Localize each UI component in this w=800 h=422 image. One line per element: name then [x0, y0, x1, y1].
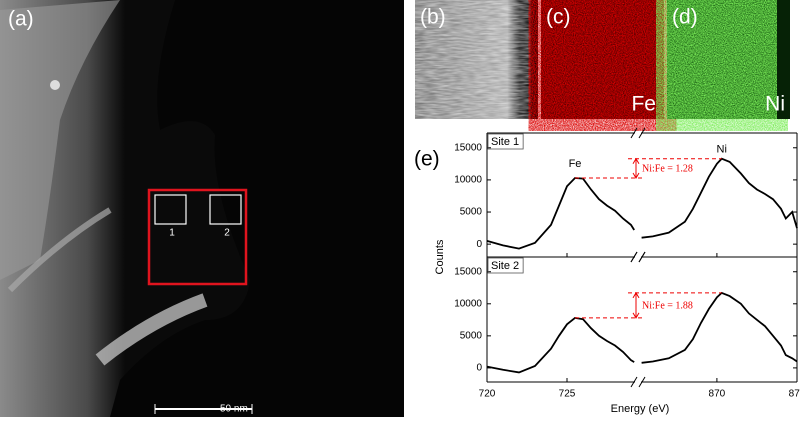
- panel-label: (d): [672, 6, 698, 29]
- y-tick-label: 0: [476, 239, 482, 250]
- site-label: Site 1: [491, 136, 519, 148]
- spectrum-line: [641, 157, 798, 239]
- x-tick-label: 725: [559, 389, 576, 400]
- y-tick-label: 10000: [454, 298, 482, 309]
- axis-break: [630, 376, 638, 388]
- y-tick-label: 15000: [454, 266, 482, 277]
- fe-noise: [541, 0, 664, 119]
- spectrum-line: [486, 177, 635, 250]
- panel-c: (c) Fe: [541, 0, 664, 119]
- axis-break: [630, 251, 638, 263]
- y-axis-label: Counts: [434, 239, 446, 274]
- arrow-head: [632, 291, 640, 319]
- site-label-box: [487, 257, 524, 274]
- ratio-annotation: Ni:Fe = 1.88: [642, 301, 693, 312]
- site-label: 1: [169, 228, 175, 239]
- axis-break: [630, 127, 638, 139]
- sheet: [0, 0, 120, 280]
- spectrum-line: [486, 316, 635, 374]
- ni-noise: [667, 0, 777, 119]
- ni-edge: [777, 0, 790, 119]
- axis-break: [638, 376, 646, 388]
- site-label: Site 2: [491, 260, 519, 272]
- element-label: Fe: [631, 93, 656, 116]
- y-tick-label: 10000: [454, 175, 482, 186]
- x-tick-label: 875: [789, 389, 800, 400]
- panel-b: (b): [415, 0, 538, 119]
- peak-label: Ni: [717, 144, 727, 156]
- panel-d: (d) Ni: [667, 0, 790, 119]
- panel-label: (c): [546, 6, 571, 29]
- peak-label: Fe: [569, 158, 582, 170]
- axis-break: [638, 251, 646, 263]
- panel-a: 1 2 50 nm (a): [0, 0, 404, 417]
- edge: [7, 207, 112, 293]
- panel-label: (a): [8, 8, 34, 31]
- particle-dot: [50, 80, 60, 90]
- y-tick-label: 15000: [454, 142, 482, 153]
- arrow-head: [632, 157, 640, 179]
- site-box: [209, 194, 242, 225]
- site-label: 2: [224, 228, 230, 239]
- x-tick-label: 720: [479, 389, 496, 400]
- y-tick-label: 0: [476, 363, 482, 374]
- x-tick-label: 870: [709, 389, 726, 400]
- scale-bar-label: 50 nm: [220, 404, 248, 415]
- y-tick-label: 5000: [460, 207, 483, 218]
- element-label: Ni: [765, 93, 785, 116]
- y-tick-label: 5000: [460, 330, 483, 341]
- site-box: [154, 194, 187, 225]
- rod: [95, 293, 208, 366]
- x-axis-label: Energy (eV): [611, 403, 670, 415]
- texture: [415, 0, 520, 119]
- panel-label: (e): [414, 148, 440, 171]
- spectrum-line: [641, 291, 798, 364]
- ratio-annotation: Ni:Fe = 1.28: [642, 164, 693, 175]
- panel-label: (b): [420, 6, 446, 29]
- site-label-box: [487, 133, 524, 150]
- axis-break: [638, 127, 646, 139]
- region-box: [147, 188, 248, 286]
